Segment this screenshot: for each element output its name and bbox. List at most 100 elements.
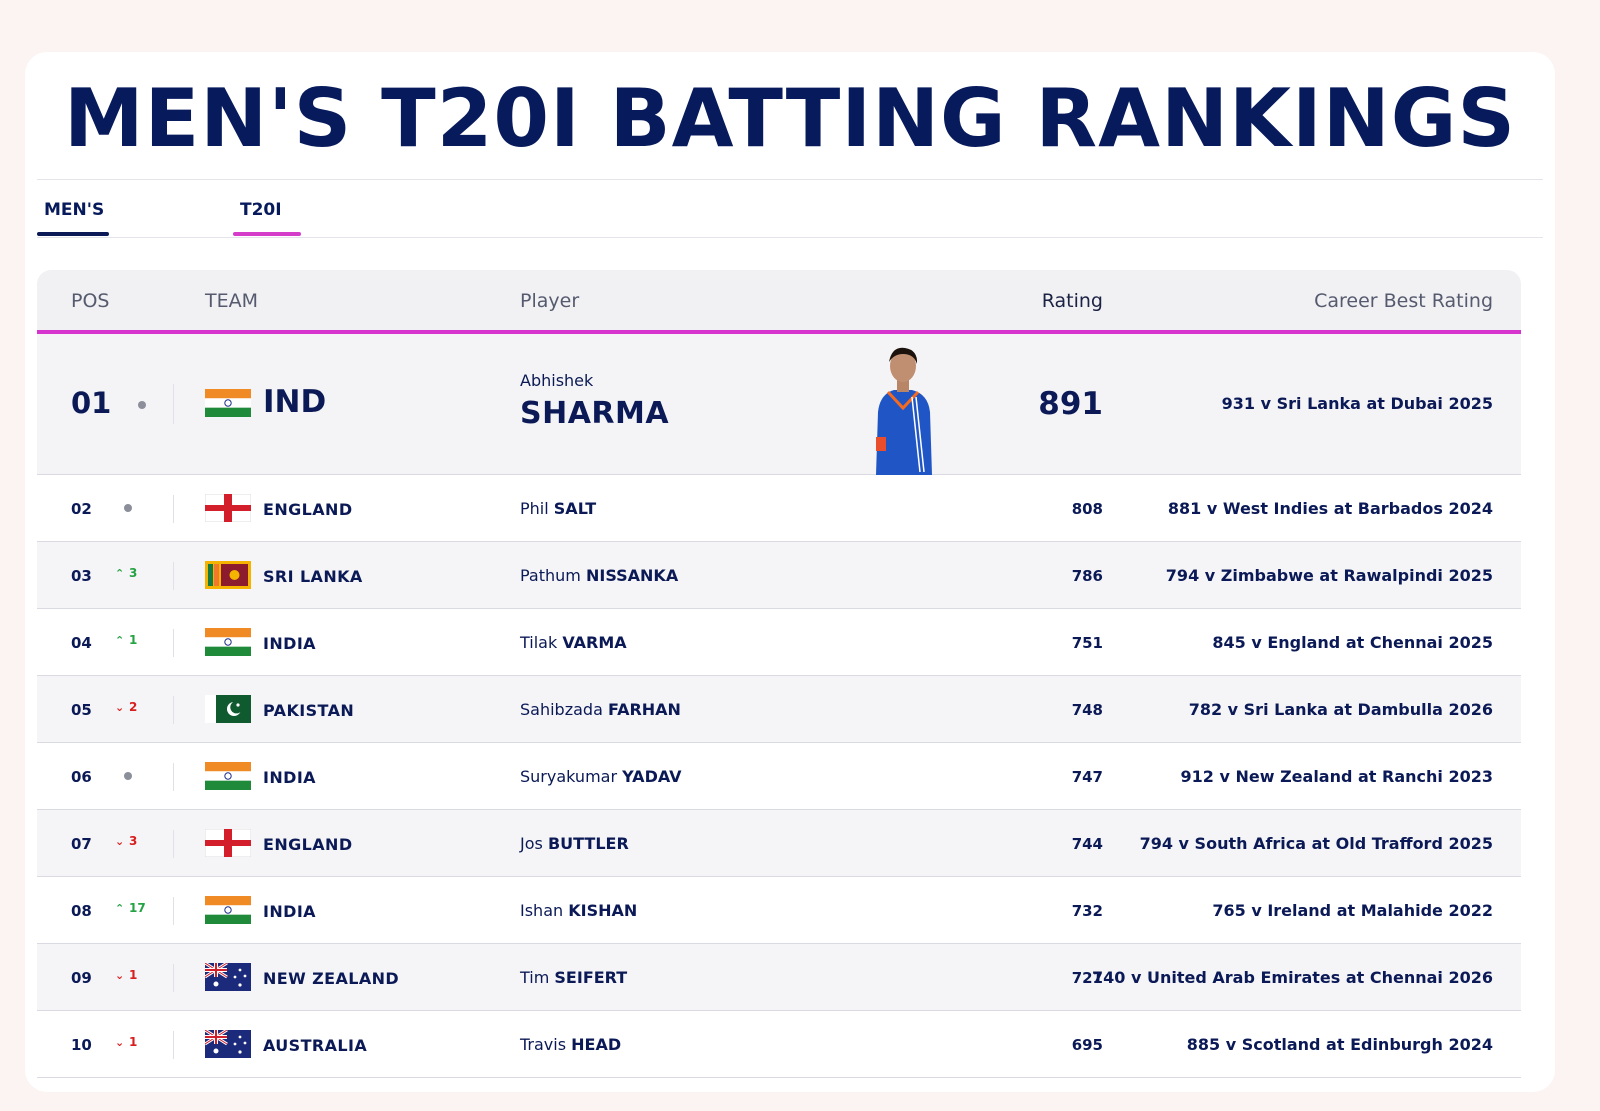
- player-first-name: Abhishek: [520, 371, 594, 390]
- player-first-name: Sahibzada: [520, 700, 603, 719]
- rank-position: 08: [71, 902, 92, 920]
- table-row[interactable]: 02 ENGLAND Phil SALT 808 881 v West Indies a…: [37, 475, 1521, 542]
- player-first-name: Pathum: [520, 566, 581, 585]
- player-name[interactable]: Tim SEIFERT: [520, 968, 627, 987]
- player-name[interactable]: Tilak VARMA: [520, 633, 627, 652]
- rank-position: 02: [71, 500, 92, 518]
- rank-position: 10: [71, 1036, 92, 1054]
- india-flag-icon: [205, 896, 251, 924]
- table-row[interactable]: 07 ⌄ 3 ENGLAND Jos BUTTLER 744 794 v South Afr…: [37, 810, 1521, 877]
- tab-t20i[interactable]: T20I: [233, 200, 301, 236]
- table-row[interactable]: 04 ⌃ 1 INDIA Tilak VARMA 751 845 v England at …: [37, 609, 1521, 676]
- player-rating: 744: [1071, 835, 1103, 853]
- player-rating: 891: [1038, 386, 1103, 422]
- rank-position: 03: [71, 567, 92, 585]
- header-player: Player: [520, 290, 580, 312]
- rank-change-up: ⌃ 1: [115, 633, 137, 647]
- rank-change-value: 1: [129, 968, 138, 982]
- rank-change-value: 2: [129, 700, 138, 714]
- team-name: ENGLAND: [263, 500, 353, 519]
- player-name[interactable]: Phil SALT: [520, 499, 596, 518]
- rank-position: 05: [71, 701, 92, 719]
- rank-change-value: 3: [129, 834, 138, 848]
- header-team: TEAM: [205, 290, 259, 312]
- no-change-dot-icon: [124, 772, 132, 780]
- tab-bar: MEN'S T20I: [37, 180, 1543, 238]
- rankings-card: MEN'S T20I BATTING RANKINGS MEN'S T20I P…: [25, 52, 1555, 1092]
- rank-change-value: 17: [129, 901, 146, 915]
- australia-flag-icon: [205, 1030, 251, 1058]
- player-last-name: NISSANKA: [585, 566, 679, 585]
- australia-flag-icon: [205, 963, 251, 991]
- india-flag-icon: [205, 628, 251, 656]
- table-row[interactable]: 10 ⌄ 1 AUSTRALIA Travis HEAD 695 885 v Scotlan…: [37, 1011, 1521, 1078]
- title-divider: [37, 179, 1543, 180]
- player-rating: 732: [1071, 902, 1103, 920]
- rank-change-value: 3: [129, 566, 138, 580]
- team-name: INDIA: [263, 768, 316, 787]
- no-change-dot-icon: [138, 401, 146, 409]
- chevron-down-icon: ⌄: [115, 701, 125, 714]
- player-first-name: Suryakumar: [520, 767, 618, 786]
- chevron-down-icon: ⌄: [115, 1036, 125, 1049]
- page-title: MEN'S T20I BATTING RANKINGS: [63, 72, 1517, 165]
- rank-change-value: 1: [129, 633, 138, 647]
- player-name[interactable]: Jos BUTTLER: [520, 834, 629, 853]
- player-last-name: SHARMA: [520, 396, 670, 431]
- player-name[interactable]: Ishan KISHAN: [520, 901, 637, 920]
- rank-position: 09: [71, 969, 92, 987]
- chevron-down-icon: ⌄: [115, 969, 125, 982]
- player-first-name: Tim: [520, 968, 550, 987]
- player-name[interactable]: Travis HEAD: [520, 1035, 621, 1054]
- player-rating: 751: [1071, 634, 1103, 652]
- column-divider: [173, 1031, 174, 1059]
- england-flag-icon: [205, 494, 251, 522]
- india-flag-icon: [205, 389, 251, 417]
- column-divider: [173, 384, 174, 424]
- chevron-down-icon: ⌄: [115, 835, 125, 848]
- player-first-name: Tilak: [520, 633, 558, 652]
- rank-change-up: ⌃ 17: [115, 901, 146, 915]
- player-rating: 748: [1071, 701, 1103, 719]
- career-best-rating: 912 v New Zealand at Ranchi 2023: [1180, 767, 1494, 786]
- header-rating: Rating: [1041, 290, 1103, 312]
- player-last-name: VARMA: [562, 633, 627, 652]
- tab-t20i-underline: [233, 232, 301, 236]
- tab-mens[interactable]: MEN'S: [37, 200, 109, 236]
- table-row[interactable]: 01 IND Abhishek SHARMA 891 931 v Sri Lanka at…: [37, 334, 1521, 475]
- player-name[interactable]: Suryakumar YADAV: [520, 767, 682, 786]
- player-last-name: BUTTLER: [547, 834, 629, 853]
- rank-change-value: 1: [129, 1035, 138, 1049]
- player-first-name: Jos: [520, 834, 543, 853]
- column-divider: [173, 897, 174, 925]
- rank-change-down: ⌄ 3: [115, 834, 137, 848]
- career-best-rating: 794 v South Africa at Old Trafford 2025: [1139, 834, 1493, 853]
- team-name: IND: [263, 384, 327, 420]
- player-last-name: KISHAN: [568, 901, 638, 920]
- header-career-best: Career Best Rating: [1314, 290, 1493, 312]
- player-first-name: Phil: [520, 499, 549, 518]
- table-row[interactable]: 09 ⌄ 1 NEW ZEALAND Tim SEIFERT 721 740 v Unite…: [37, 944, 1521, 1011]
- rank-change-down: ⌄ 2: [115, 700, 137, 714]
- player-name[interactable]: Pathum NISSANKA: [520, 566, 678, 585]
- table-row[interactable]: 05 ⌄ 2 PAKISTAN Sahibzada FARHAN 748 782 v Sri…: [37, 676, 1521, 743]
- career-best-rating: 765 v Ireland at Malahide 2022: [1212, 901, 1493, 920]
- player-name[interactable]: Sahibzada FARHAN: [520, 700, 681, 719]
- table-row[interactable]: 08 ⌃ 17 INDIA Ishan KISHAN 732 765 v Ireland a…: [37, 877, 1521, 944]
- player-photo: [872, 342, 934, 475]
- table-row[interactable]: 03 ⌃ 3 SRI LANKA Pathum NISSANKA 786 794 v Zim…: [37, 542, 1521, 609]
- rank-change-up: ⌃ 3: [115, 566, 137, 580]
- player-last-name: SEIFERT: [554, 968, 628, 987]
- player-last-name: FARHAN: [607, 700, 681, 719]
- chevron-up-icon: ⌃: [115, 902, 125, 915]
- table-row[interactable]: 06 INDIA Suryakumar YADAV 747 912 v New Zeal…: [37, 743, 1521, 810]
- no-change-dot-icon: [124, 504, 132, 512]
- column-divider: [173, 629, 174, 657]
- player-rating: 695: [1071, 1036, 1103, 1054]
- india-flag-icon: [205, 762, 251, 790]
- tab-mens-label: MEN'S: [44, 200, 105, 220]
- career-best-rating: 881 v West Indies at Barbados 2024: [1167, 499, 1493, 518]
- table-header: POS TEAM Player Rating Career Best Ratin…: [37, 270, 1521, 334]
- header-pos: POS: [71, 290, 110, 312]
- player-last-name: HEAD: [571, 1035, 622, 1054]
